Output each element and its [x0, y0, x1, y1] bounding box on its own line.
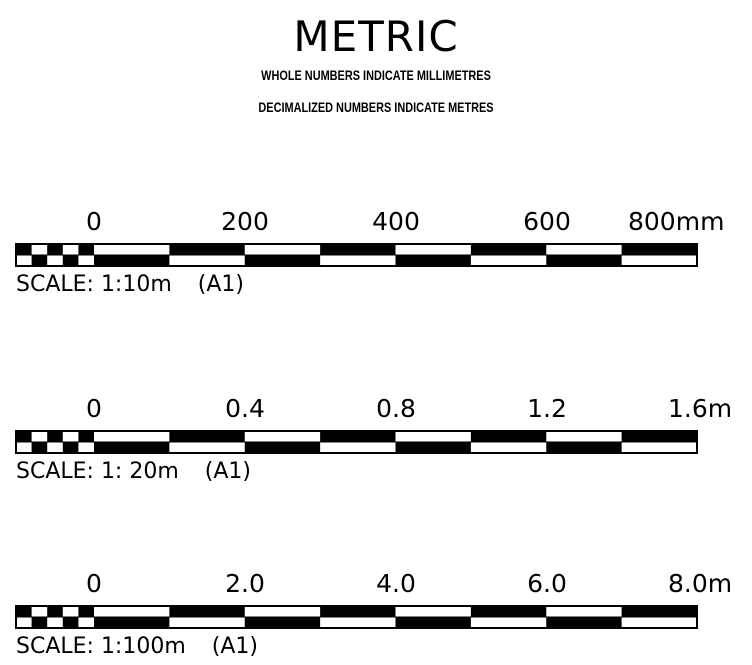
scale-bar-graphic: [15, 605, 698, 629]
bar-segment: [470, 244, 547, 255]
bar-segment: [621, 431, 697, 442]
tick-label: 1.2: [527, 394, 567, 423]
scale-text: SCALE: 1:10m: [16, 272, 172, 297]
bar-segment: [546, 442, 622, 453]
tick-label: 0: [86, 394, 102, 423]
bar-segment: [621, 606, 697, 617]
tick-label: 0: [86, 569, 102, 598]
checker-cell: [31, 442, 48, 453]
bar-segment: [244, 255, 321, 266]
tick-label: 8.0m: [668, 569, 733, 598]
scale-caption: SCALE: 1:100m (A1): [16, 634, 258, 660]
checker-cell: [78, 244, 94, 255]
bar-segment: [94, 255, 170, 266]
bar-segment: [94, 442, 170, 453]
scale-bar-2: 0 0.4 0.8 1.2 1.6m SCALE: 1: 20m (A1): [0, 395, 752, 485]
checker-cell: [62, 617, 79, 628]
checker-cell: [16, 606, 32, 617]
bar-segment: [395, 617, 471, 628]
checker-cell: [62, 255, 79, 266]
bar-segment: [94, 617, 170, 628]
tick-label: 0.4: [225, 394, 265, 423]
scale-bar-3: 0 2.0 4.0 6.0 8.0m SCALE: 1:100m (A1): [0, 570, 752, 660]
bar-segment: [320, 244, 396, 255]
paper-size: (A1): [211, 634, 258, 659]
tick-label: 400: [372, 207, 420, 236]
bar-segment: [546, 617, 622, 628]
bar-segment: [320, 606, 396, 617]
bar-segment: [621, 244, 697, 255]
checker-cell: [62, 442, 79, 453]
subtitle-line-2: DECIMALIZED NUMBERS INDICATE METRES: [258, 99, 494, 115]
bar-segment: [395, 442, 471, 453]
bar-segment: [546, 255, 622, 266]
tick-label: 0.8: [376, 394, 416, 423]
bar-segment: [244, 442, 321, 453]
checker-cell: [47, 606, 63, 617]
scale-caption: SCALE: 1:10m (A1): [16, 272, 244, 298]
checker-cell: [16, 431, 32, 442]
bar-segment: [470, 431, 547, 442]
tick-label: 0: [86, 207, 102, 236]
scale-text: SCALE: 1:100m: [16, 634, 186, 659]
checker-cell: [47, 431, 63, 442]
bar-segment: [244, 617, 321, 628]
bar-segment: [169, 606, 245, 617]
checker-cell: [31, 255, 48, 266]
scale-bar-1: 0 200 400 600 800mm SCALE: 1:10m (A1): [0, 208, 752, 298]
scale-bar-graphic: [15, 430, 698, 454]
tick-label: 1.6m: [668, 394, 733, 423]
checker-cell: [47, 244, 63, 255]
bar-segment: [395, 255, 471, 266]
bar-segment: [169, 244, 245, 255]
tick-label: 800mm: [628, 207, 725, 236]
tick-label: 200: [221, 207, 269, 236]
bar-segment: [169, 431, 245, 442]
checker-cell: [78, 431, 94, 442]
checker-cell: [78, 606, 94, 617]
scale-bar-graphic: [15, 243, 698, 267]
tick-label: 600: [523, 207, 571, 236]
paper-size: (A1): [197, 272, 244, 297]
bar-segment: [320, 431, 396, 442]
checker-cell: [16, 244, 32, 255]
subtitle-line-1: WHOLE NUMBERS INDICATE MILLIMETRES: [261, 67, 491, 83]
scale-caption: SCALE: 1: 20m (A1): [16, 459, 251, 485]
paper-size: (A1): [204, 459, 251, 484]
checker-cell: [31, 617, 48, 628]
tick-label: 4.0: [376, 569, 416, 598]
tick-label: 2.0: [225, 569, 265, 598]
scale-text: SCALE: 1: 20m: [16, 459, 179, 484]
tick-label: 6.0: [527, 569, 567, 598]
bar-segment: [470, 606, 547, 617]
title: METRIC: [293, 12, 459, 61]
